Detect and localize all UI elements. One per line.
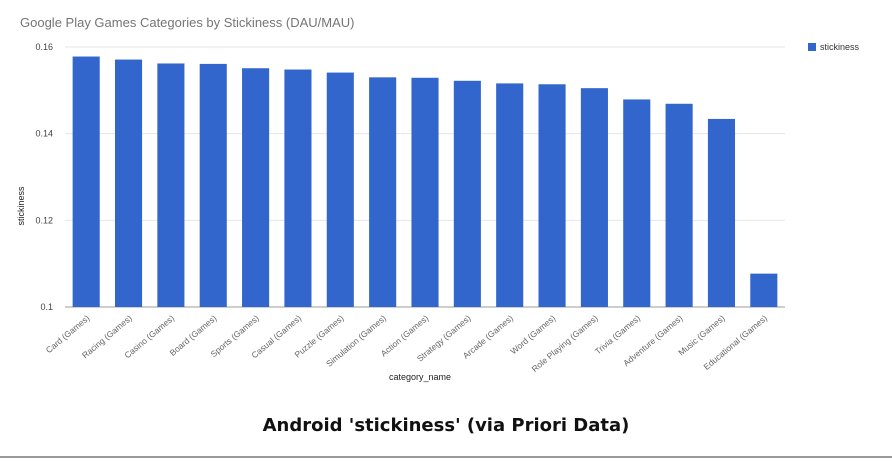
bar — [538, 84, 566, 308]
legend-label: stickiness — [820, 42, 860, 52]
bar — [665, 103, 693, 308]
bar — [623, 99, 651, 307]
y-tick-label: 0.12 — [35, 215, 53, 225]
legend-swatch — [808, 43, 816, 51]
bar — [707, 118, 736, 307]
bars — [72, 56, 778, 308]
bar — [750, 273, 778, 307]
bar — [157, 63, 185, 307]
bar — [411, 77, 439, 308]
bar — [199, 63, 227, 308]
bar — [453, 80, 481, 307]
y-tick-label: 0.14 — [35, 129, 53, 139]
chart-title: Google Play Games Categories by Stickine… — [20, 15, 355, 30]
bar — [326, 72, 354, 307]
y-axis-label: stickiness — [16, 186, 26, 226]
bar — [242, 68, 270, 307]
bar — [369, 77, 397, 307]
legend: stickiness — [808, 42, 860, 52]
bar — [496, 83, 524, 308]
bottom-rule — [0, 456, 892, 458]
caption: Android 'stickiness' (via Priori Data) — [262, 415, 630, 436]
y-tick-label: 0.1 — [40, 302, 53, 312]
bar — [72, 56, 100, 308]
y-tick-label: 0.16 — [35, 42, 53, 52]
bar — [284, 69, 312, 308]
bar — [580, 88, 608, 308]
y-axis-ticks: 0.1 0.12 0.14 0.16 — [35, 42, 53, 312]
x-axis-ticks: Card (Games)Racing (Games)Casino (Games)… — [44, 313, 769, 374]
bar — [114, 59, 143, 307]
x-axis-label: category_name — [389, 372, 451, 382]
